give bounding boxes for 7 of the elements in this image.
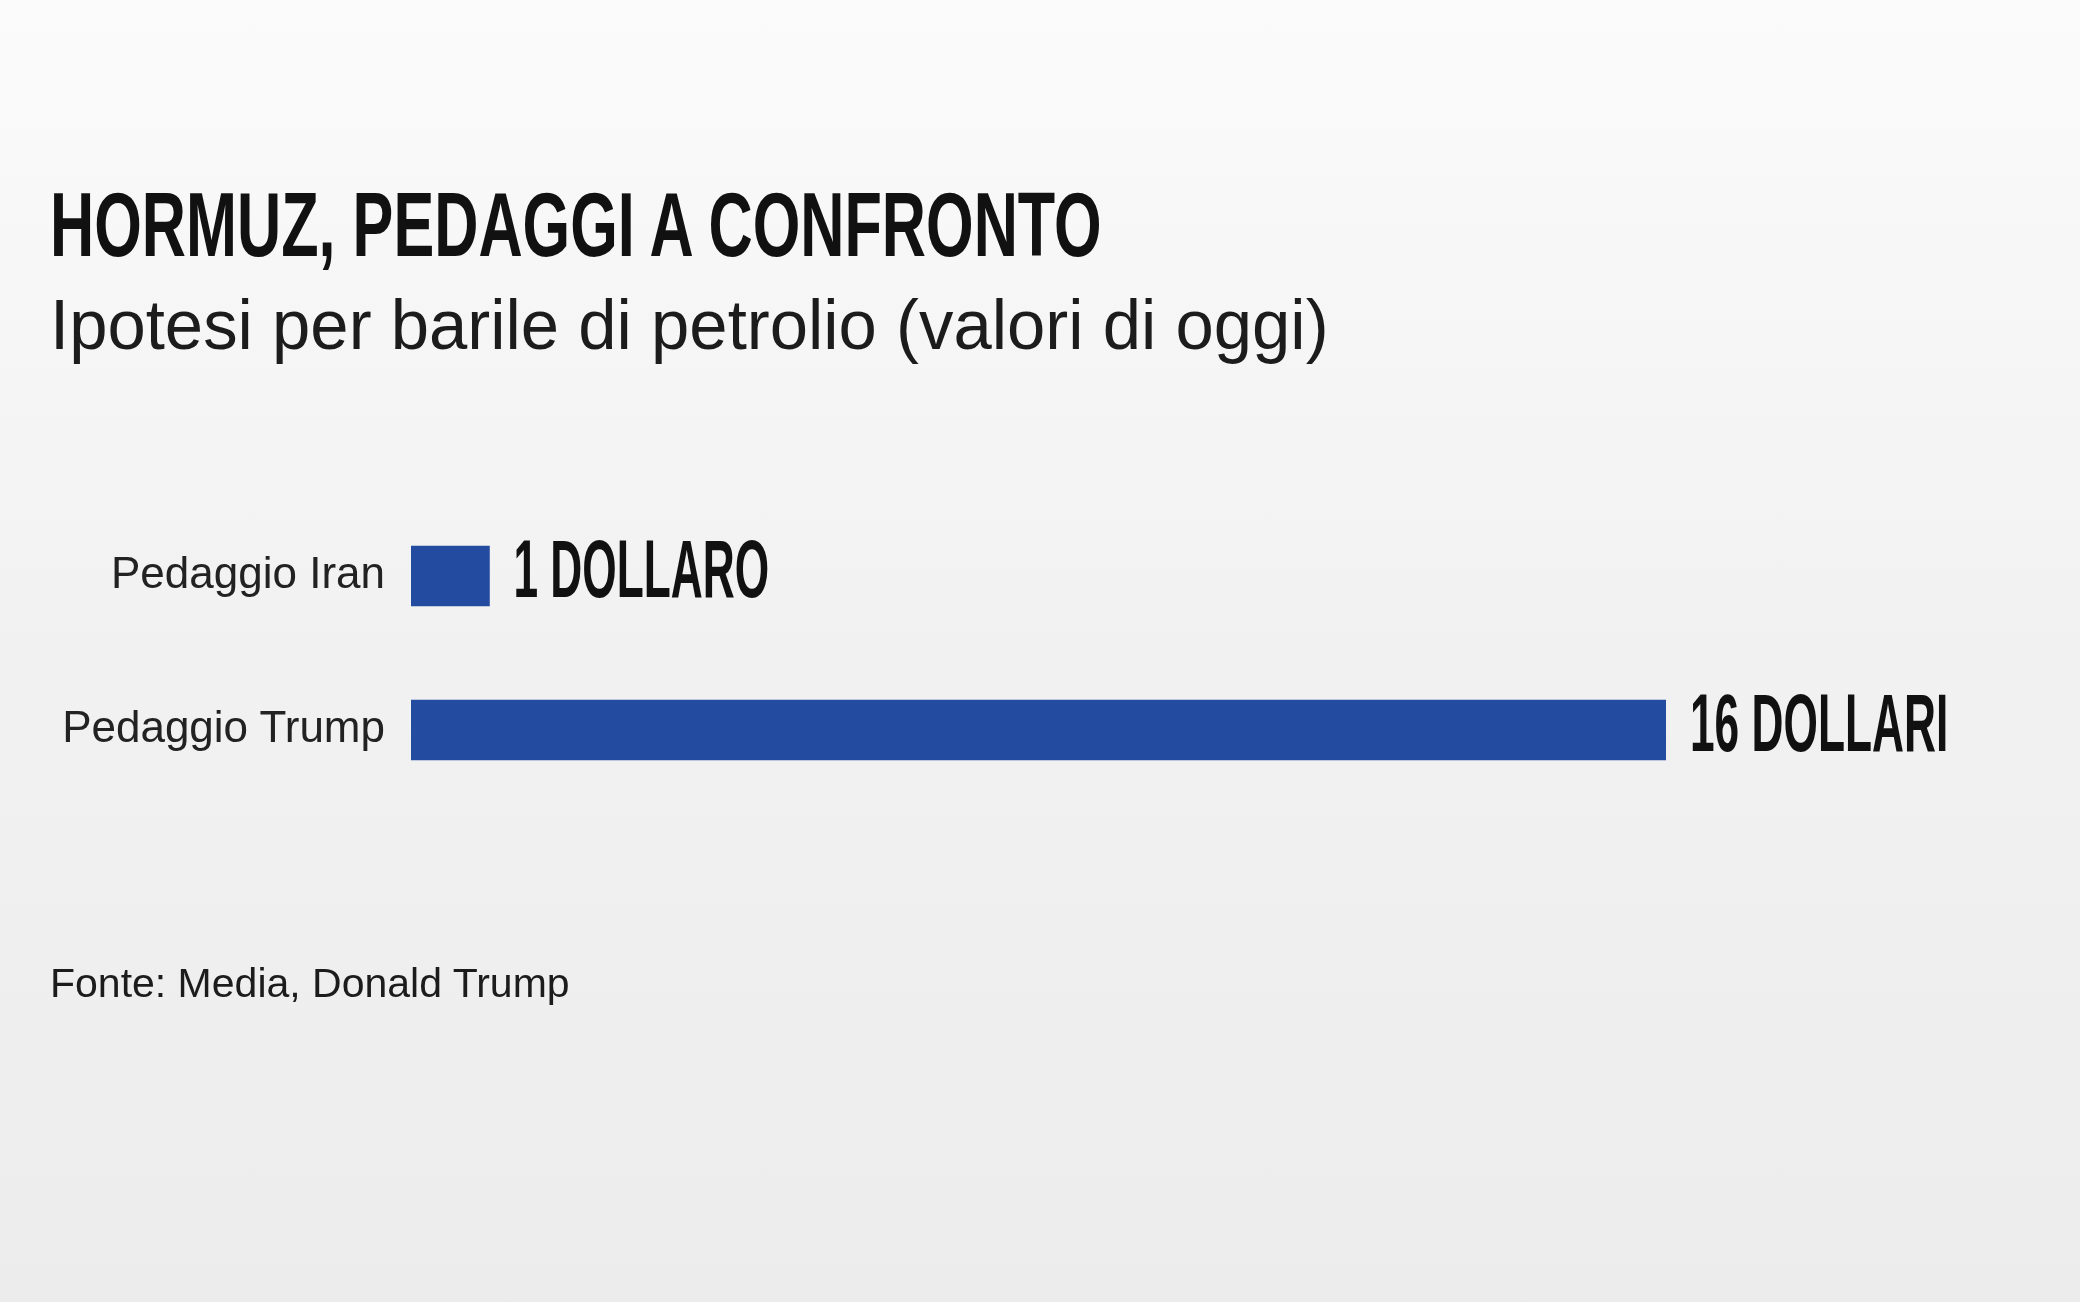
- chart-subtitle: Ipotesi per barile di petrolio (valori di oggi): [50, 285, 1329, 364]
- source-note: Fonte: Media, Donald Trump: [50, 960, 570, 1006]
- data-label: 16 DOLLARI: [1690, 675, 1949, 769]
- y-tick-label: Pedaggio Iran: [111, 548, 385, 598]
- data-label: 1 DOLLARO: [513, 521, 770, 615]
- chart-title: HORMUZ, PEDAGGI A CONFRONTO: [50, 175, 1102, 275]
- y-tick-label: Pedaggio Trump: [62, 702, 385, 752]
